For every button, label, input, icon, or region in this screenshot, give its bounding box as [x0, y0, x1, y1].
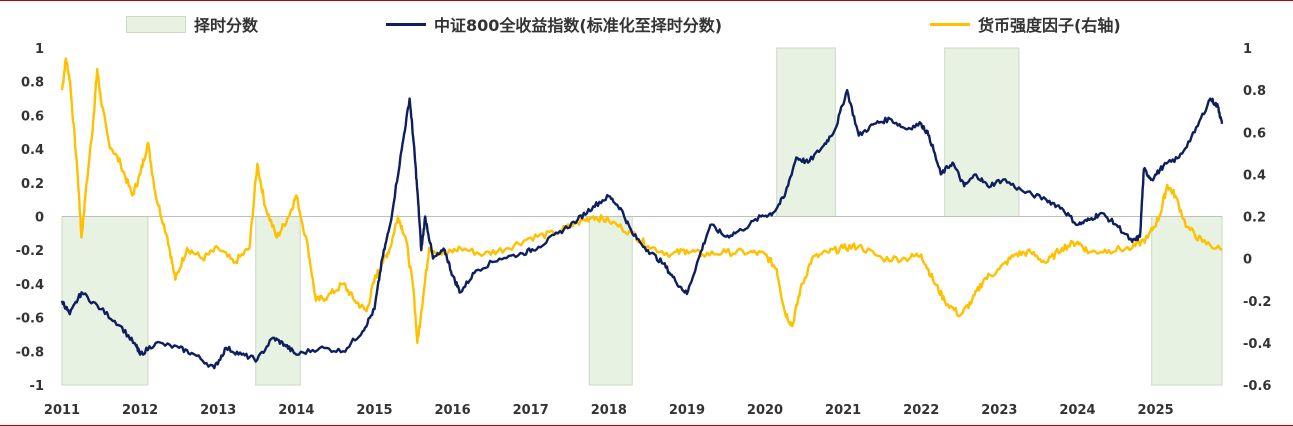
left-tick-label: -0.6 — [16, 312, 44, 327]
index-swatch — [386, 22, 426, 26]
right-tick-label: 0 — [1243, 253, 1252, 268]
legend-label-money: 货币强度因子(右轴) — [978, 16, 1121, 35]
x-tick-label: 2011 — [44, 403, 80, 418]
x-tick-label: 2013 — [200, 403, 236, 418]
series-line — [60, 57, 1223, 345]
x-tick-label: 2020 — [747, 403, 783, 418]
x-axis-ticks: 2011 2012 2013 2014 2015 2016 2017 2018 2019 2020… — [44, 403, 1174, 418]
left-tick-label: 0 — [35, 211, 44, 226]
x-tick-label: 2022 — [903, 403, 939, 418]
timing-swatch — [126, 15, 186, 33]
right-tick-label: 0.8 — [1243, 84, 1266, 99]
timing-area-2 — [588, 216, 633, 386]
left-tick-label: 0.4 — [21, 143, 44, 158]
legend-label-index: 中证800全收益指数(标准化至择时分数) — [434, 16, 723, 35]
top-border — [0, 0, 1293, 1]
x-tick-label: 2025 — [1138, 403, 1174, 418]
x-tick-label: 2014 — [278, 403, 314, 418]
csi800-index-series — [60, 88, 1224, 370]
timing-area-0 — [61, 216, 149, 386]
right-tick-label: -0.2 — [1243, 295, 1271, 310]
timing-area-1 — [255, 216, 301, 386]
left-tick-label: -0.4 — [16, 278, 44, 293]
right-tick-label: 1 — [1243, 42, 1252, 57]
x-tick-label: 2018 — [591, 403, 627, 418]
right-tick-label: 0.4 — [1243, 168, 1266, 183]
timing-area-5 — [1151, 216, 1223, 386]
x-tick-label: 2016 — [434, 403, 470, 418]
left-tick-label: -0.2 — [16, 244, 44, 259]
x-tick-label: 2023 — [981, 403, 1017, 418]
legend-label-timing: 择时分数 — [194, 16, 259, 35]
left-tick-label: -0.8 — [16, 345, 44, 360]
x-tick-label: 2019 — [669, 403, 705, 418]
left-tick-label: -1 — [30, 379, 44, 394]
right-tick-label: 0.6 — [1243, 126, 1266, 141]
money-strength-series — [60, 57, 1223, 345]
left-tick-label: 0.2 — [21, 177, 44, 192]
x-tick-label: 2024 — [1059, 403, 1095, 418]
series-line — [60, 88, 1224, 370]
right-tick-label: 0.2 — [1243, 211, 1266, 226]
left-axis-ticks: 1 0.8 0.6 0.4 0.2 0 -0.2 -0.4 -0.6 -0.8 -1 — [16, 42, 44, 394]
timing-score-areas — [61, 47, 1223, 386]
legend-item-timing: 择时分数 — [126, 12, 258, 36]
left-tick-label: 0.6 — [21, 109, 44, 124]
x-tick-label: 2012 — [122, 403, 158, 418]
left-tick-label: 0.8 — [21, 76, 44, 91]
left-tick-label: 1 — [35, 42, 44, 57]
right-tick-label: -0.6 — [1243, 379, 1271, 394]
legend-item-money: 货币强度因子(右轴) — [930, 12, 1121, 36]
legend-item-index: 中证800全收益指数(标准化至择时分数) — [386, 12, 722, 36]
timing-area-4 — [944, 47, 1020, 217]
money-swatch — [930, 22, 970, 26]
x-tick-label: 2017 — [513, 403, 549, 418]
right-tick-label: -0.4 — [1243, 337, 1271, 352]
right-axis-ticks: 1 0.8 0.6 0.4 0.2 0 -0.2 -0.4 -0.6 — [1243, 42, 1271, 394]
chart-legend: 择时分数 中证800全收益指数(标准化至择时分数) 货币强度因子(右轴) — [0, 12, 1293, 38]
x-tick-label: 2021 — [825, 403, 861, 418]
x-tick-label: 2015 — [356, 403, 392, 418]
